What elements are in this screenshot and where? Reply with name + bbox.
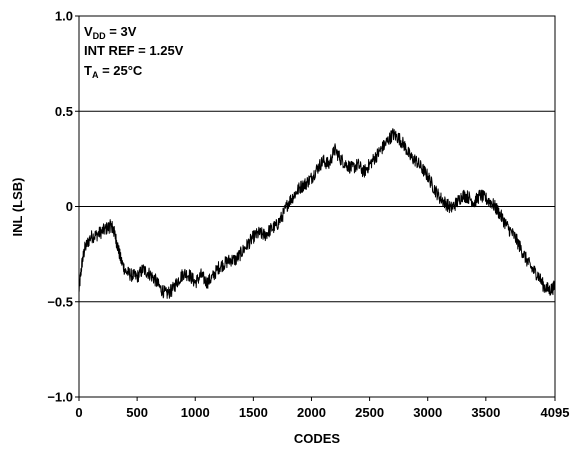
x-tick-label: 2000 xyxy=(297,405,326,420)
x-tick-label: 1000 xyxy=(181,405,210,420)
x-tick-labels: 0 500 1000 1500 2000 2500 3000 3500 4095 xyxy=(75,405,569,420)
condition-vdd: VDD = 3V xyxy=(84,24,137,41)
x-tick-label: 4095 xyxy=(541,405,570,420)
condition-ta: TA = 25°C xyxy=(84,63,143,80)
series-layer xyxy=(78,128,556,299)
conditions-box: VDD = 3V INT REF = 1.25V TA = 25°C xyxy=(84,24,184,80)
y-tick-label: 1.0 xyxy=(55,9,73,24)
y-tick-label: −1.0 xyxy=(47,390,73,405)
x-tick-label: 500 xyxy=(126,405,148,420)
x-tick-label: 0 xyxy=(75,405,82,420)
y-tick-label: 0 xyxy=(66,199,73,214)
tick-marks xyxy=(75,15,556,401)
x-tick-label: 3000 xyxy=(413,405,442,420)
condition-int-ref: INT REF = 1.25V xyxy=(84,43,184,58)
y-tick-labels: −1.0 −0.5 0 0.5 1.0 xyxy=(47,9,73,405)
inl-series-line xyxy=(78,128,556,299)
x-tick-label: 3500 xyxy=(471,405,500,420)
y-tick-label: −0.5 xyxy=(47,294,73,309)
x-axis-title: CODES xyxy=(294,431,341,446)
y-tick-label: 0.5 xyxy=(55,104,73,119)
x-tick-label: 1500 xyxy=(239,405,268,420)
x-tick-label: 2500 xyxy=(355,405,384,420)
y-axis-title: INL (LSB) xyxy=(10,178,25,237)
